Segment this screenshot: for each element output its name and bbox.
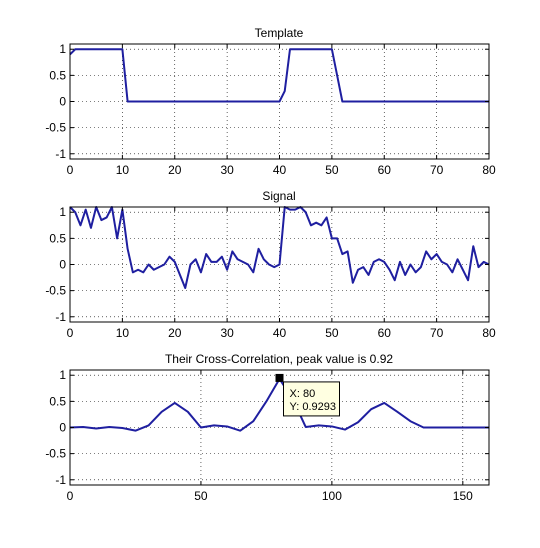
template-y-tick-label: -0.5 [45, 121, 66, 135]
cross-correlation-y-tick-label: 0.5 [49, 394, 66, 408]
cross-correlation-y-tick-label: 0 [59, 421, 66, 435]
signal-x-tick-label: 80 [482, 326, 496, 340]
template-y-tick-label: 0.5 [49, 68, 66, 82]
template-x-tick-label: 0 [67, 163, 74, 177]
cross-correlation-axes: Their Cross-Correlation, peak value is 0… [45, 352, 490, 503]
cross-correlation-y-tick-label: 1 [59, 368, 66, 382]
template-series-line [69, 48, 489, 103]
template-y-tick-label: -1 [55, 147, 66, 161]
cross-correlation-x-tick-label: 100 [322, 489, 342, 503]
cross-correlation-y-tick-label: -1 [55, 473, 66, 487]
template-x-tick-label: 10 [116, 163, 130, 177]
signal-x-tick-label: 60 [378, 326, 392, 340]
signal-y-tick-label: -0.5 [45, 284, 66, 298]
signal-title: Signal [262, 189, 295, 203]
datatip[interactable]: X: 80 Y: 0.9293 [275, 373, 340, 417]
signal-y-tick-label: 0.5 [49, 231, 66, 245]
signal-y-tick-label: -1 [55, 310, 66, 324]
datatip-box [283, 381, 340, 417]
signal-axes: Signal 0 10 20 30 40 50 60 70 80 1 0.5 0 -0.5 -1 [45, 189, 496, 340]
signal-x-tick-label: 40 [273, 326, 287, 340]
template-x-tick-label: 70 [430, 163, 444, 177]
template-x-tick-label: 20 [168, 163, 182, 177]
cross-correlation-x-tick-label: 0 [67, 489, 74, 503]
signal-x-tick-label: 70 [430, 326, 444, 340]
cross-correlation-x-tick-label: 150 [453, 489, 473, 503]
template-x-tick-label: 30 [220, 163, 234, 177]
signal-series-line [69, 206, 490, 290]
datatip-y-label: Y: 0.9293 [290, 401, 337, 413]
cross-correlation-y-tick-label: -0.5 [45, 447, 66, 461]
template-x-tick-label: 60 [378, 163, 392, 177]
signal-x-tick-label: 30 [220, 326, 234, 340]
signal-x-tick-label: 10 [116, 326, 130, 340]
cross-correlation-x-tick-label: 50 [194, 489, 208, 503]
signal-x-tick-label: 0 [67, 326, 74, 340]
template-x-tick-label: 50 [325, 163, 339, 177]
cross-correlation-plot-area [70, 370, 489, 485]
template-title: Template [255, 26, 304, 40]
template-y-tick-label: 1 [59, 42, 66, 56]
template-x-tick-label: 40 [273, 163, 287, 177]
datatip-x-label: X: 80 [290, 388, 316, 400]
template-y-tick-label: 0 [59, 95, 66, 109]
datatip-marker[interactable] [275, 373, 284, 382]
signal-x-tick-label: 20 [168, 326, 182, 340]
cross-correlation-title: Their Cross-Correlation, peak value is 0… [165, 352, 393, 366]
signal-y-tick-label: 0 [59, 258, 66, 272]
signal-y-tick-label: 1 [59, 205, 66, 219]
template-x-tick-label: 80 [482, 163, 496, 177]
template-axes: Template 0 10 20 30 40 50 60 70 80 1 0.5 0 -0.5 -1 [45, 26, 496, 177]
signal-x-tick-label: 50 [325, 326, 339, 340]
